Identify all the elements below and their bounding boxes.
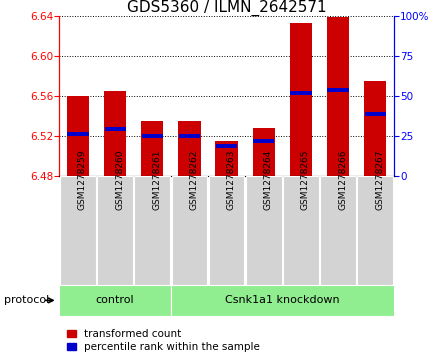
Bar xyxy=(178,121,201,176)
Text: control: control xyxy=(96,295,135,305)
Bar xyxy=(253,139,275,143)
Bar xyxy=(246,176,282,285)
Bar xyxy=(365,113,386,116)
Bar xyxy=(60,176,96,285)
Title: GDS5360 / ILMN_2642571: GDS5360 / ILMN_2642571 xyxy=(127,0,326,16)
Text: GSM1278265: GSM1278265 xyxy=(301,149,310,209)
Bar xyxy=(67,132,88,136)
Text: GSM1278263: GSM1278263 xyxy=(227,149,235,209)
Text: GSM1278260: GSM1278260 xyxy=(115,149,124,209)
Bar xyxy=(105,127,126,131)
Text: Csnk1a1 knockdown: Csnk1a1 knockdown xyxy=(225,295,340,305)
Bar xyxy=(327,17,349,176)
Bar xyxy=(216,141,238,176)
Bar xyxy=(141,121,163,176)
Text: GSM1278267: GSM1278267 xyxy=(375,149,384,209)
Bar xyxy=(283,176,319,285)
Bar xyxy=(135,176,170,285)
Bar xyxy=(364,81,386,176)
Bar xyxy=(216,144,237,148)
Bar xyxy=(357,176,393,285)
Bar xyxy=(67,96,89,176)
Bar xyxy=(59,285,171,316)
Bar xyxy=(179,134,200,138)
Bar xyxy=(171,285,394,316)
Bar xyxy=(172,176,207,285)
Bar xyxy=(209,176,245,285)
Bar xyxy=(104,91,126,176)
Bar xyxy=(290,23,312,176)
Text: GSM1278262: GSM1278262 xyxy=(190,149,198,209)
Legend: transformed count, percentile rank within the sample: transformed count, percentile rank withi… xyxy=(65,327,262,354)
Text: GSM1278259: GSM1278259 xyxy=(78,149,87,209)
Bar xyxy=(142,134,163,138)
Bar xyxy=(290,91,312,95)
Bar xyxy=(253,128,275,176)
Bar xyxy=(327,89,348,92)
Bar xyxy=(320,176,356,285)
Text: protocol: protocol xyxy=(4,295,50,305)
Text: GSM1278264: GSM1278264 xyxy=(264,149,273,209)
Bar xyxy=(97,176,133,285)
Text: GSM1278266: GSM1278266 xyxy=(338,149,347,209)
Text: GSM1278261: GSM1278261 xyxy=(152,149,161,209)
